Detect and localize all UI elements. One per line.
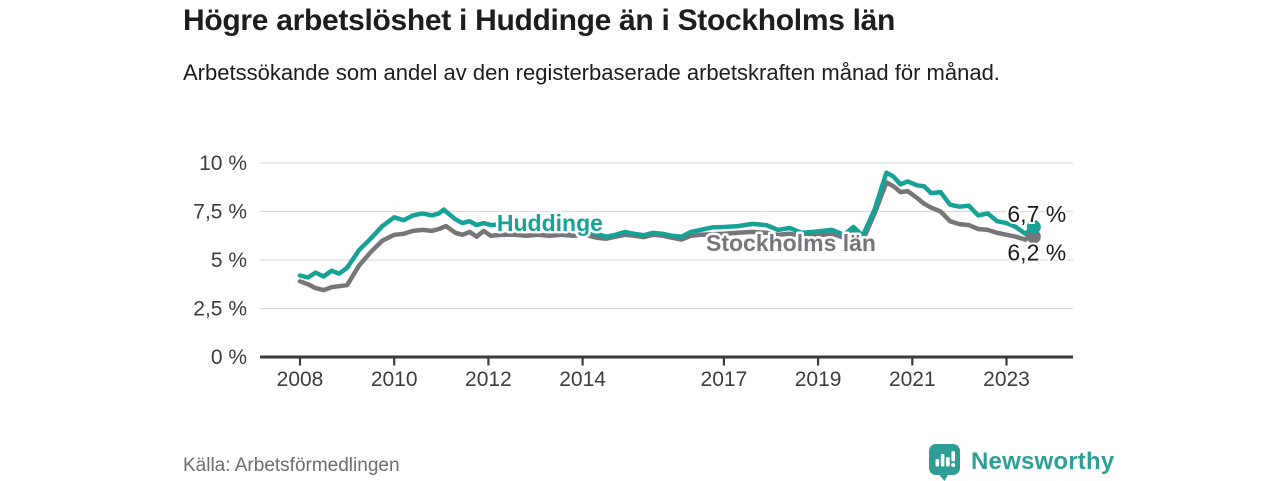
y-tick-label: 0 % <box>211 346 247 369</box>
y-tick-label: 7,5 % <box>193 201 247 224</box>
x-tick-label: 2021 <box>889 368 936 391</box>
chart-subtitle: Arbetssökande som andel av den registerb… <box>183 60 1000 85</box>
end-value-label-6-2-: 6,2 % <box>1007 240 1066 266</box>
source-note: Källa: Arbetsförmedlingen <box>183 455 400 476</box>
y-tick-label: 2,5 % <box>193 298 247 321</box>
y-tick-label: 5 % <box>211 249 247 272</box>
huddinge-line <box>297 170 1037 280</box>
series-label-huddinge: Huddinge <box>497 210 603 236</box>
end-value-label-6-7-: 6,7 % <box>1007 201 1066 227</box>
x-tick-label: 2017 <box>701 368 748 391</box>
x-tick-label: 2014 <box>559 368 606 391</box>
x-tick-label: 2010 <box>371 368 418 391</box>
chart-title: Högre arbetslöshet i Huddinge än i Stock… <box>183 4 896 37</box>
stockholms-l-n-end-dot <box>1026 229 1041 244</box>
x-tick-label: 2019 <box>795 368 842 391</box>
huddinge-end-dot <box>1026 220 1041 235</box>
newsworthy-logo-text: Newsworthy <box>971 448 1115 475</box>
newsworthy-bars-icon <box>929 444 960 481</box>
y-tick-label: 10 % <box>199 152 247 175</box>
newsworthy-logo: Newsworthy <box>928 443 1114 481</box>
x-tick-label: 2023 <box>983 368 1030 391</box>
x-tick-label: 2008 <box>277 368 324 391</box>
series-label-stockholms-l-n: Stockholms län <box>706 230 876 256</box>
x-tick-label: 2012 <box>465 368 512 391</box>
